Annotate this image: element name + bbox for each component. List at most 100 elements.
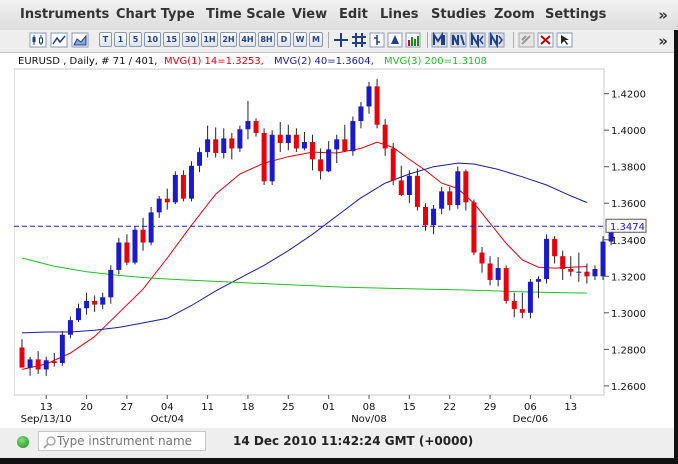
scroll-right-icon[interactable] <box>488 31 505 49</box>
candle-down <box>382 124 388 149</box>
candle-up <box>535 279 541 282</box>
menu-instruments[interactable]: Instruments <box>20 7 110 22</box>
y-tick-label: 1.3000 <box>611 309 646 320</box>
x-tick-label: 11 <box>201 402 214 413</box>
candle-down <box>213 139 219 154</box>
period-30m-button[interactable]: 30 <box>182 32 199 47</box>
pointer-icon[interactable] <box>556 32 573 48</box>
period-15m-button[interactable]: 15 <box>163 32 180 47</box>
mvg3-legend: MVG(3) 200=1.3108 <box>384 56 487 67</box>
toolbar-separator <box>328 32 329 48</box>
period-weekly-button[interactable]: W <box>293 32 307 47</box>
area-chart-icon[interactable] <box>71 32 89 48</box>
candle-up <box>455 171 461 206</box>
current-price-label: 1.3474 <box>610 222 645 233</box>
close-icon[interactable] <box>537 32 554 48</box>
candle-down <box>463 171 469 203</box>
chart-panel[interactable]: 1.3474 1.4200 1.4000 1.3800 1.3600 1.3400 1.3… <box>13 53 668 425</box>
x-tick-label: 29 <box>484 402 497 413</box>
y-tick-label: 1.4000 <box>611 126 646 137</box>
x-tick-label: 13 <box>564 402 577 413</box>
detach-icon[interactable] <box>518 32 535 48</box>
toolbar-overflow-button[interactable]: » <box>658 32 668 50</box>
candle-down <box>390 148 396 181</box>
plot-area-border <box>13 68 605 396</box>
candle-up <box>326 149 332 172</box>
window-edge <box>674 30 678 458</box>
candle-down <box>479 252 485 264</box>
instrument-search-input[interactable] <box>38 431 206 451</box>
candle-down <box>552 238 558 257</box>
candle-up <box>43 360 49 370</box>
period-tick-button[interactable]: T <box>99 32 112 47</box>
candle-down <box>374 86 380 125</box>
y-tick-label: 1.2600 <box>611 382 646 393</box>
candle-up <box>84 300 90 309</box>
volume-icon[interactable] <box>405 32 421 48</box>
candle-down <box>471 202 477 253</box>
candle-up <box>544 238 550 280</box>
period-monthly-button[interactable]: M <box>309 32 323 47</box>
menu-time-scale[interactable]: Time Scale <box>206 7 286 22</box>
period-daily-button[interactable]: D <box>277 32 291 47</box>
period-2h-button[interactable]: 2H <box>220 32 237 47</box>
crosshair-icon[interactable] <box>333 32 349 48</box>
period-1h-button[interactable]: 1H <box>201 32 218 47</box>
toolbar-separator <box>513 32 514 48</box>
candle-up <box>221 138 227 154</box>
candle-up <box>172 174 178 203</box>
menu-zoom[interactable]: Zoom <box>494 7 535 22</box>
menu-chart-type[interactable]: Chart Type <box>116 7 195 22</box>
toolbar: T 1 5 10 15 30 1H 2H 4H 8H D W M <box>0 30 678 53</box>
scroll-left-icon[interactable] <box>469 31 486 49</box>
candle-up <box>67 320 73 335</box>
candle-down <box>164 198 170 203</box>
period-1m-button[interactable]: 1 <box>114 32 127 47</box>
candle-up <box>576 271 582 273</box>
x-tick-label: 01 <box>322 402 335 413</box>
x-tick-label: 08 <box>363 402 376 413</box>
candle-down <box>318 159 324 172</box>
price-chart[interactable]: 1.3474 1.4200 1.4000 1.3800 1.3600 1.3400 1.3… <box>13 53 668 425</box>
window-edge <box>0 458 678 464</box>
candle-up <box>358 106 364 122</box>
zoom-out-icon[interactable] <box>450 32 467 48</box>
mvg2-legend: MVG(2) 40=1.3604, <box>274 56 374 67</box>
line-chart-icon[interactable] <box>50 32 68 48</box>
candlestick-chart-icon[interactable] <box>29 32 47 48</box>
candle-down <box>584 271 590 277</box>
candle-up <box>132 229 138 263</box>
x-month-label: Dec/06 <box>513 414 548 425</box>
candle-down <box>140 229 146 243</box>
x-tick-label: 20 <box>80 402 93 413</box>
candle-up <box>75 308 81 321</box>
grid-icon[interactable] <box>351 32 367 48</box>
bar-style-icon[interactable] <box>369 32 385 48</box>
menu-studies[interactable]: Studies <box>431 7 487 22</box>
period-8h-button[interactable]: 8H <box>258 32 275 47</box>
menu-view[interactable]: View <box>292 7 328 22</box>
search-icon <box>43 434 57 449</box>
menu-bar: Instruments Chart Type Time Scale View E… <box>0 0 678 31</box>
period-4h-button[interactable]: 4H <box>239 32 256 47</box>
period-10m-button[interactable]: 10 <box>144 32 161 47</box>
candle-up <box>237 129 243 149</box>
mvg2-line <box>21 162 588 334</box>
menu-lines[interactable]: Lines <box>380 7 419 22</box>
candle-up <box>301 142 307 149</box>
x-tick-label: 13 <box>40 402 53 413</box>
y-tick-label: 1.3800 <box>611 163 646 174</box>
server-datetime: 14 Dec 2010 11:42:24 GMT (+0000) <box>233 434 474 448</box>
zoom-in-icon[interactable] <box>431 31 448 48</box>
period-5m-button[interactable]: 5 <box>129 32 142 47</box>
candle-down <box>414 175 420 207</box>
x-tick-label: 27 <box>121 402 134 413</box>
candle-up <box>188 165 194 199</box>
color-icon[interactable] <box>387 32 403 48</box>
menu-settings[interactable]: Settings <box>545 7 607 22</box>
candle-down <box>92 300 98 305</box>
candle-down <box>423 206 428 226</box>
menu-overflow-button[interactable]: » <box>658 6 668 24</box>
menu-edit[interactable]: Edit <box>339 7 368 22</box>
candle-down <box>124 242 130 263</box>
